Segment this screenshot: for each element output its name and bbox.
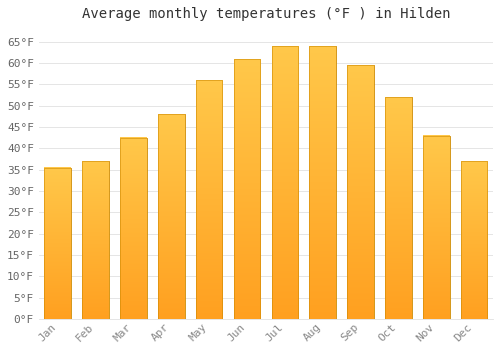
Bar xyxy=(423,135,450,319)
Bar xyxy=(423,135,450,319)
Bar xyxy=(310,46,336,319)
Bar xyxy=(272,46,298,319)
Bar xyxy=(196,80,222,319)
Bar xyxy=(158,114,184,319)
Bar xyxy=(234,59,260,319)
Bar xyxy=(461,161,487,319)
Bar xyxy=(385,97,411,319)
Bar xyxy=(348,65,374,319)
Bar xyxy=(82,161,109,319)
Bar xyxy=(234,59,260,319)
Bar xyxy=(120,138,146,319)
Bar xyxy=(310,46,336,319)
Bar xyxy=(44,168,71,319)
Title: Average monthly temperatures (°F ) in Hilden: Average monthly temperatures (°F ) in Hi… xyxy=(82,7,450,21)
Bar xyxy=(82,161,109,319)
Bar xyxy=(272,46,298,319)
Bar xyxy=(196,80,222,319)
Bar xyxy=(44,168,71,319)
Bar xyxy=(120,138,146,319)
Bar xyxy=(348,65,374,319)
Bar xyxy=(385,97,411,319)
Bar xyxy=(461,161,487,319)
Bar xyxy=(158,114,184,319)
